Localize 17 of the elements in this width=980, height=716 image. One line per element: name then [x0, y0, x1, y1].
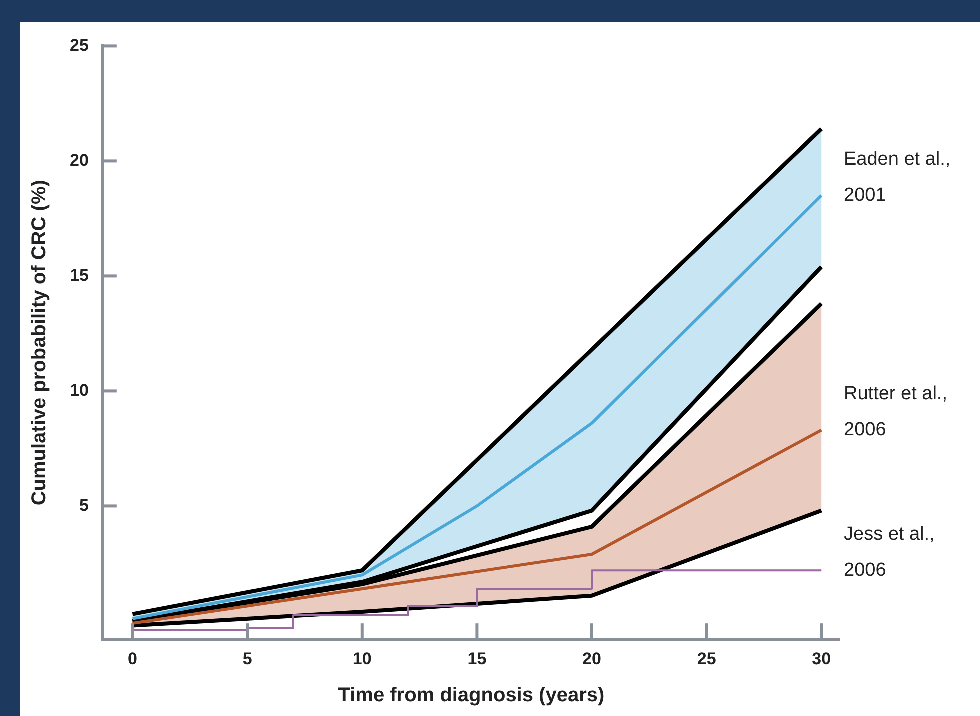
x-tick-label: 25 [697, 649, 716, 668]
y-tick-label: 15 [70, 266, 89, 285]
x-tick-label: 30 [812, 649, 832, 668]
y-tick-label: 25 [70, 36, 89, 55]
y-tick-label: 5 [79, 496, 89, 515]
y-tick-label: 10 [70, 380, 89, 400]
x-tick-label: 5 [242, 649, 252, 668]
y-tick-label: 20 [70, 150, 89, 170]
x-tick-label: 0 [128, 649, 138, 668]
y-axis-title: Cumulative probability of CRC (%) [28, 180, 51, 506]
x-tick-label: 15 [468, 649, 487, 668]
series-label: Jess et al., 2006 [844, 524, 935, 581]
x-tick-label: 20 [582, 649, 602, 668]
series-label: Rutter et al., 2006 [844, 384, 948, 441]
x-axis-title: Time from diagnosis (years) [338, 684, 605, 707]
series-label: Eaden et al., 2001 [844, 148, 951, 206]
x-tick-label: 10 [352, 649, 372, 668]
